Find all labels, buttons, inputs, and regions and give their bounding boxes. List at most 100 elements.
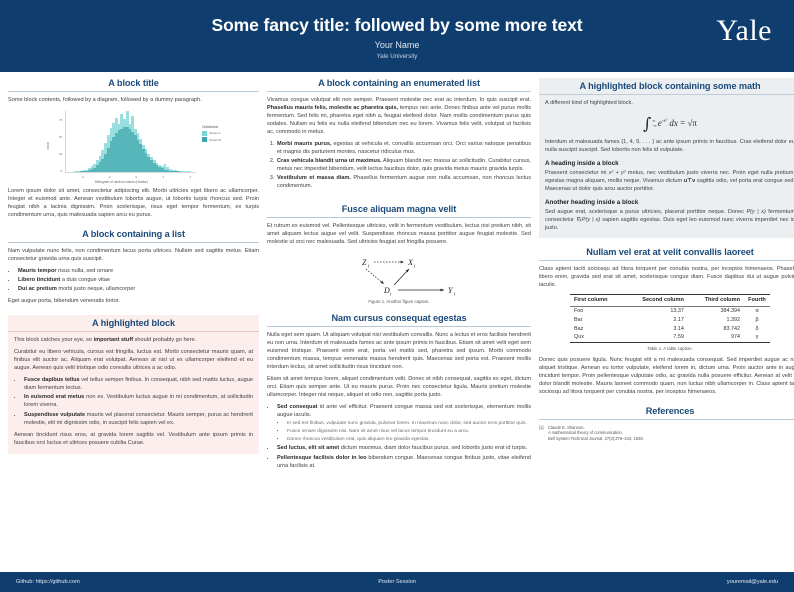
chart-plot-area [65, 110, 197, 173]
chart-xtick: 0 [135, 174, 138, 179]
chart-bar [90, 168, 94, 172]
table-header-row: First column Second column Third column Fou… [570, 294, 770, 307]
list-item-bold: Dui ac pretium [18, 286, 57, 293]
footer-github-link[interactable]: Github: https://github.com [16, 579, 80, 585]
heading2-para: Sed augue erat, scelerisque a purus ultr… [545, 209, 794, 233]
chart-bar [174, 170, 178, 172]
highlight-lead-text: This block catches your eye, so importan… [14, 337, 253, 345]
bullet-list: Mauris tempor risus nulla, sed ornareLib… [17, 268, 259, 295]
chart-bar [147, 156, 151, 172]
lead-bold: important stuff [93, 337, 134, 344]
block-references: References [1] Claude E. Shannon. A mathem… [539, 406, 794, 445]
table-column-header: Fourth [748, 297, 766, 304]
chart-bar [182, 171, 186, 172]
chart-bar-column [150, 111, 153, 172]
chart-bar [77, 171, 80, 172]
chart-bar-column [125, 111, 129, 172]
list-item: Sed consequat id ante vel efficitur. Pra… [276, 404, 531, 444]
h1-math-a: x² + y² [608, 169, 626, 176]
chart-bar [101, 158, 105, 172]
chart-bar-column [133, 111, 137, 172]
table-cell: 83.742 [723, 325, 741, 332]
h1-text-a: Praesent consectetur mi [545, 169, 609, 176]
table-row: Qux 7.59 974 γ [570, 333, 770, 343]
chart-bar-column [139, 111, 143, 172]
chart-xtick: -2 [107, 174, 111, 179]
chart-bar [82, 171, 86, 172]
list-item-text: risus nulla, sed ornare [56, 267, 114, 274]
chart-bar-column [171, 111, 175, 172]
block-outro-text: Lorem ipsum dolor sit amet, consectetur … [8, 187, 259, 218]
list-item-text: id ante vel efficitur. Praesent congue m… [277, 403, 531, 418]
sub-list-item: In sed est finibus, vulputate nunc gravi… [286, 421, 531, 428]
chart-xlabel: Histogram of random values (relative) [94, 179, 148, 184]
table-column-header: Third column [704, 297, 740, 304]
page-title: Some fancy title: followed by some more … [211, 14, 583, 35]
equation-integral: ∫ ∞ -∞ e-x² dx = √π [545, 114, 794, 133]
chart-bar-column [147, 111, 151, 172]
footer-email-link[interactable]: youremail@yale.edu [726, 579, 778, 585]
h2-math-b: ∇ₓP(y | x) [575, 216, 601, 223]
reference-line: Claude E. Shannon. [548, 424, 585, 430]
chart-bar [179, 170, 183, 172]
block-highlighted: A highlighted block This block catches y… [8, 315, 259, 454]
chart-xtick: -4 [80, 174, 84, 179]
chart-bar-column [158, 111, 161, 172]
block-nam-cursus: Nam cursus consequat egestas Nulla eget … [267, 313, 531, 474]
list-item: Suspendisse vulputate mauris vel placera… [23, 412, 253, 428]
equation-result: √π [687, 117, 697, 128]
list-item-text: dictum maximus, diam dolor faucibus puru… [339, 445, 528, 452]
nam-para-b: Etiam sit amet tempus lorem, aliquet con… [267, 375, 531, 398]
block-enumerated-list: A block containing an enumerated list Vi… [267, 78, 531, 195]
causal-diagram-svg: Z i X i D i Y i [362, 258, 456, 297]
chart-bar-column [128, 111, 132, 172]
list-item-text: non ex. Vestibulum luctus augue in mi co… [24, 394, 253, 409]
list-item-text: bibendum congue. Maecenas congue finibus… [277, 454, 531, 469]
math-lead-text: A different kind of highlighted block. [545, 100, 633, 106]
svg-text:i: i [414, 265, 416, 270]
chart-bar-column [169, 111, 172, 172]
chart-bar-column [131, 111, 134, 172]
list-item: Fusce dapibus tellus vel tellus semper f… [23, 377, 253, 393]
chart-bar-column [169, 111, 172, 172]
chart-bar [160, 168, 164, 172]
list-item: Cras vehicula blandit urna ut maximus. A… [276, 158, 531, 174]
block-title: A highlighted block containing some math [539, 81, 794, 95]
chart-bar [144, 153, 148, 172]
bullet-list: Sed consequat id ante vel efficitur. Pra… [276, 404, 531, 471]
chart-bar [142, 148, 145, 172]
chart-bar [166, 170, 170, 172]
table-cell: 974 [731, 334, 740, 341]
chart-bar [171, 171, 175, 172]
table-cell: γ [755, 334, 759, 341]
chart-bar-column [160, 111, 164, 172]
svg-text:X: X [407, 258, 414, 267]
list-item-text: Phasellus fermentum augue non nulla accu… [277, 175, 531, 190]
list-item-bold: Morbi mauris purus, [277, 140, 332, 147]
reference-line: A mathematical theory of communication. [548, 430, 623, 436]
list-item-bold: Pellentesque facilisis dolor in leo [277, 454, 367, 461]
integrand-exponent: -x² [661, 118, 668, 124]
chart-ytick: 0 [60, 168, 63, 173]
highlight-outro: Aenean tincidunt risus eros, at gravida … [14, 431, 253, 446]
chart-bar [112, 136, 115, 172]
block-title: Nullam vel erat at velit convallis laore… [539, 247, 794, 262]
chart-ytick: 50 [58, 134, 63, 139]
h2-math-a: P(y | x) [746, 208, 766, 215]
chart-bar [171, 169, 175, 172]
chart-legend: Distribution Series A Series B [202, 125, 221, 144]
legend-item: Series B [202, 137, 221, 143]
chart-bar [177, 171, 180, 172]
chart-bar [85, 170, 88, 172]
table-head: First column Second column Third column Fou… [570, 294, 770, 307]
chart-bar-column [114, 111, 118, 172]
reference-entry: [1] Claude E. Shannon. A mathematical theo… [539, 425, 794, 443]
math-para-after: Interdum et malesuada fames {1, 4, 9, . … [545, 138, 794, 153]
chart-bar-column [112, 111, 115, 172]
chart-bar [163, 164, 167, 172]
chart-bar-column [187, 111, 191, 172]
list-item-bold: Suspendisse vulputate [24, 411, 86, 418]
chart-bar-column [93, 111, 97, 172]
list-item: Libero tincidunt a duis congue vitae [17, 277, 259, 285]
